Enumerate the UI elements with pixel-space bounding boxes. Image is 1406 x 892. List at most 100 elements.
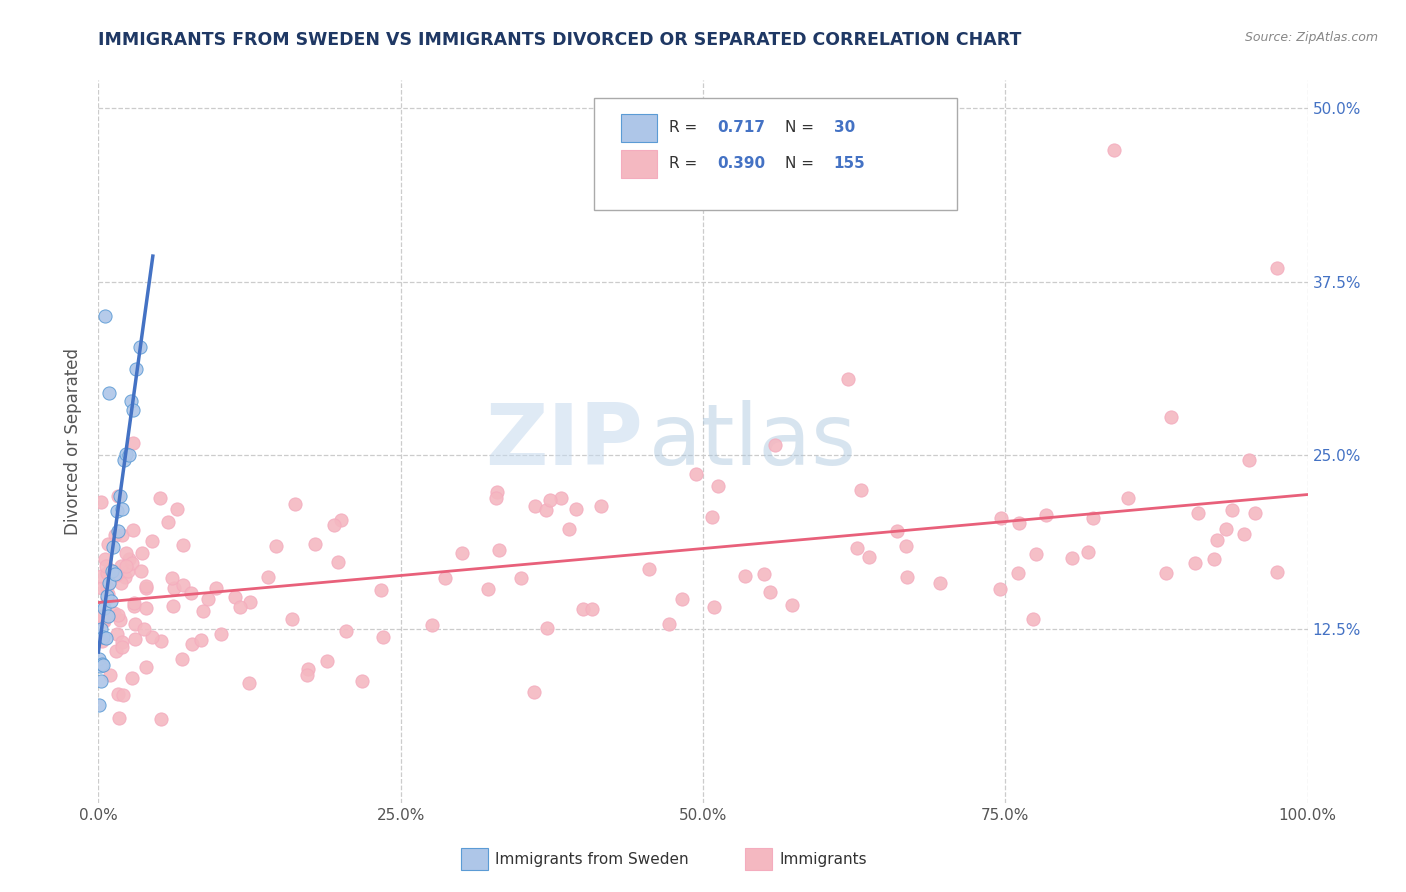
Point xyxy=(91,630,114,644)
Point xyxy=(1102,143,1125,157)
Point xyxy=(94,632,117,646)
Point xyxy=(572,601,595,615)
Point xyxy=(1244,506,1267,520)
Point xyxy=(114,570,136,584)
Point xyxy=(97,537,120,551)
Point xyxy=(141,630,163,644)
Point xyxy=(108,613,131,627)
Point xyxy=(534,503,557,517)
Point xyxy=(1220,503,1243,517)
Point xyxy=(284,498,307,512)
Bar xyxy=(745,848,772,870)
Text: atlas: atlas xyxy=(648,400,856,483)
Text: 30: 30 xyxy=(834,120,855,135)
Point xyxy=(162,571,184,585)
Point xyxy=(107,608,129,623)
Point xyxy=(122,595,145,609)
Point xyxy=(1265,565,1288,579)
Point xyxy=(97,385,120,400)
Point xyxy=(266,539,288,553)
Point xyxy=(239,595,262,609)
Point xyxy=(112,452,135,467)
Point xyxy=(172,578,194,592)
Point xyxy=(371,631,394,645)
Point xyxy=(111,635,134,649)
Point xyxy=(238,676,260,690)
Point xyxy=(117,564,139,578)
Point xyxy=(297,662,319,676)
Text: IMMIGRANTS FROM SWEDEN VS IMMIGRANTS DIVORCED OR SEPARATED CORRELATION CHART: IMMIGRANTS FROM SWEDEN VS IMMIGRANTS DIV… xyxy=(98,31,1022,49)
Point xyxy=(149,633,172,648)
Bar xyxy=(621,151,657,178)
Point xyxy=(96,591,118,605)
Point xyxy=(107,687,129,701)
Point xyxy=(858,550,880,565)
Point xyxy=(229,600,252,615)
Point xyxy=(929,576,952,591)
Point xyxy=(1160,410,1182,425)
Point xyxy=(1025,547,1047,561)
Point xyxy=(98,576,121,591)
Point xyxy=(780,599,803,613)
Point xyxy=(1083,511,1105,525)
Point xyxy=(846,541,869,556)
Point xyxy=(105,568,128,582)
Point xyxy=(638,562,661,576)
Point xyxy=(96,566,118,581)
Point xyxy=(131,546,153,560)
Point xyxy=(1239,453,1261,467)
Text: 155: 155 xyxy=(834,156,865,171)
Point xyxy=(1035,508,1057,522)
Point xyxy=(181,637,204,651)
Point xyxy=(122,435,145,450)
Point xyxy=(122,599,145,613)
Point xyxy=(118,449,141,463)
Point xyxy=(149,491,172,505)
Point xyxy=(658,617,681,632)
Point xyxy=(170,652,193,666)
Point xyxy=(91,613,114,627)
Point xyxy=(1215,522,1237,536)
Point xyxy=(763,438,786,452)
Point xyxy=(538,493,561,508)
Point xyxy=(988,582,1011,596)
Point xyxy=(190,632,212,647)
Point xyxy=(209,627,232,641)
Point xyxy=(734,569,756,583)
Point xyxy=(93,601,115,615)
Point xyxy=(100,594,122,608)
Point xyxy=(93,657,115,672)
Point xyxy=(96,589,118,603)
Point xyxy=(135,579,157,593)
Point xyxy=(115,558,138,573)
Text: 0.390: 0.390 xyxy=(717,156,766,171)
Point xyxy=(257,569,280,583)
Point xyxy=(558,522,581,536)
Point xyxy=(172,538,194,552)
Point xyxy=(1267,260,1289,275)
Point xyxy=(488,543,510,558)
Point xyxy=(110,576,132,591)
Point xyxy=(98,563,121,577)
Point xyxy=(759,584,782,599)
Point xyxy=(108,489,131,503)
Text: Immigrants from Sweden: Immigrants from Sweden xyxy=(495,852,689,867)
Point xyxy=(114,546,136,560)
Point xyxy=(129,565,152,579)
Point xyxy=(990,510,1012,524)
Point xyxy=(180,586,202,600)
Point xyxy=(370,583,392,598)
Point xyxy=(477,582,499,597)
Point xyxy=(1022,612,1045,626)
FancyBboxPatch shape xyxy=(595,98,957,211)
Point xyxy=(350,674,373,689)
Point xyxy=(108,711,131,725)
Point xyxy=(87,652,110,666)
Point xyxy=(90,568,112,582)
Point xyxy=(122,402,145,417)
Point xyxy=(90,622,112,636)
Point xyxy=(96,580,118,594)
Point xyxy=(105,643,128,657)
Point xyxy=(91,581,114,595)
Point xyxy=(89,698,111,712)
